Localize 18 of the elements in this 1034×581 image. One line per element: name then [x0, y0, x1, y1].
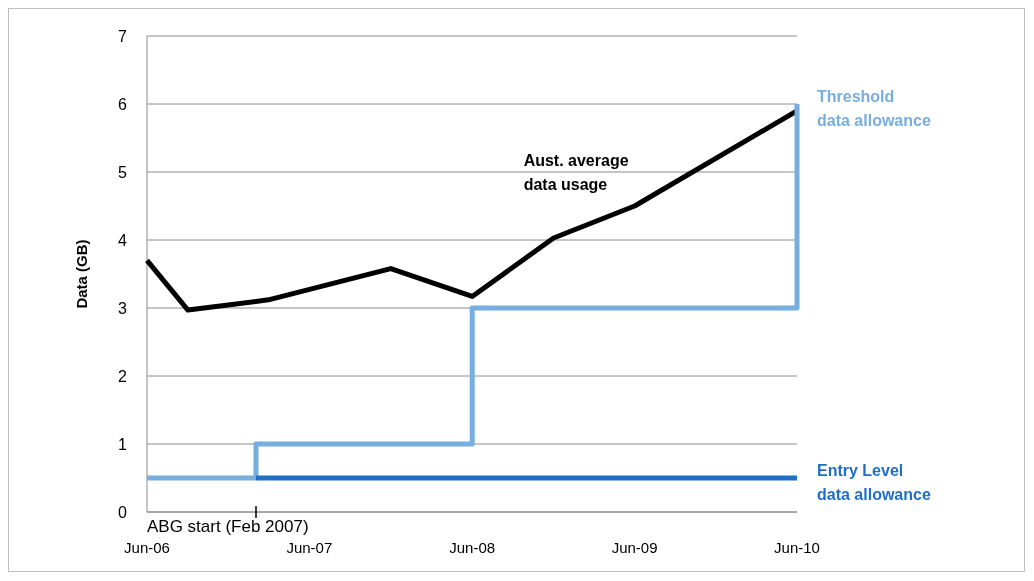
x-tick-label: Jun-09: [611, 539, 658, 556]
x-tick-label: Jun-10: [774, 539, 820, 556]
y-tick-label: 2: [118, 367, 128, 385]
series-label: Threshold data allowance: [817, 88, 931, 129]
y-tick-label: 4: [118, 231, 128, 249]
series-label: Aust. average data usage: [523, 152, 629, 193]
y-tick-label: 6: [118, 95, 128, 113]
x-tick-label: Jun-08: [449, 539, 496, 556]
x-tick-label: Jun-07: [286, 539, 333, 556]
x-tick-label: Jun-06: [124, 539, 170, 556]
y-tick-label: 0: [118, 503, 128, 521]
y-tick-label: 3: [118, 299, 128, 317]
y-tick-label: 1: [118, 435, 128, 453]
series-label: Entry Level data allowance: [817, 462, 931, 503]
y-tick-label: 7: [118, 27, 128, 45]
y-tick-label: 5: [118, 163, 128, 181]
ref-line-label: ABG start (Feb 2007): [147, 517, 309, 536]
y-axis-title: Data (GB): [73, 239, 90, 309]
